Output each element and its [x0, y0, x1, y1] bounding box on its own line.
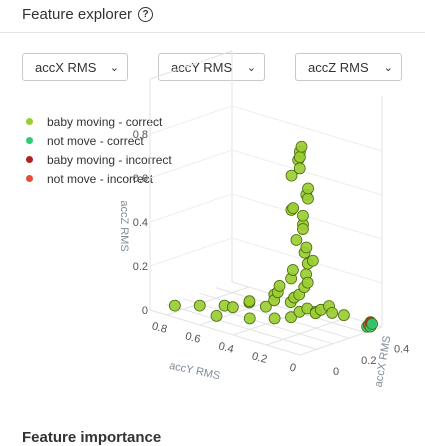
data-point [293, 151, 306, 164]
data-point [302, 192, 314, 205]
z-tick-label: 0.8 [133, 129, 148, 141]
page-title: Feature explorer [22, 6, 133, 23]
legend-item[interactable]: baby moving - incorrect [24, 150, 172, 169]
data-point [293, 162, 306, 175]
z-axis-select-value: accZ RMS [308, 59, 369, 75]
data-point [285, 311, 297, 324]
legend-marker [26, 137, 33, 144]
y-axis-title: accY RMS [168, 360, 221, 383]
y-tick-label: 0.2 [251, 350, 269, 366]
floor-gridline [166, 286, 249, 316]
z-axis-select[interactable]: accZ RMS ⌄ [295, 53, 402, 81]
legend-item[interactable]: not move - correct [24, 131, 172, 150]
question-circle-icon[interactable]: ? [138, 7, 154, 22]
data-point [243, 312, 256, 325]
y-tick-label: 0.4 [217, 340, 235, 356]
data-point [295, 140, 308, 153]
floor-gridline [215, 287, 366, 334]
data-point [259, 300, 272, 313]
data-point [366, 317, 379, 330]
data-point [193, 299, 206, 312]
data-point [287, 264, 299, 276]
z-tick-label: 0 [142, 305, 148, 317]
wall-gridline [149, 149, 383, 196]
legend-label: baby moving - incorrect [47, 152, 172, 167]
y-tick-label: 0 [288, 362, 297, 375]
scatter-3d-plot[interactable]: 00.20.40.60.800.20.400.20.40.60.8 accZ R… [0, 0, 425, 437]
feature-importance-heading: Feature importance [22, 429, 162, 446]
wall-gridline [149, 105, 383, 152]
x-axis-select[interactable]: accX RMS ⌄ [22, 53, 128, 81]
data-point [285, 169, 298, 182]
x-tick-label: 0.4 [394, 344, 409, 356]
x-tick-label: 0.2 [361, 355, 376, 367]
chevron-down-icon: ⌄ [109, 61, 119, 74]
data-point [287, 202, 300, 215]
data-point [168, 299, 181, 312]
wall-edge [149, 50, 233, 80]
legend-label: not move - correct [47, 133, 144, 148]
z-tick-label: 0.4 [133, 217, 148, 229]
data-point [301, 276, 314, 289]
x-tick-label: 0 [333, 366, 339, 378]
floor-gridline [149, 309, 301, 356]
legend-marker [26, 156, 33, 163]
data-point [297, 209, 309, 222]
data-point [337, 309, 350, 322]
legend-label: not move - incorrect [47, 171, 154, 186]
data-point [268, 312, 281, 325]
y-tick-label: 0.8 [151, 320, 169, 336]
y-axis-select-value: accY RMS [171, 59, 233, 75]
wall-gridline [149, 237, 383, 284]
z-tick-label: 0.6 [133, 173, 148, 185]
legend-marker [26, 175, 33, 182]
wall-gridline [149, 193, 383, 240]
y-tick-label: 0.6 [184, 330, 202, 346]
divider [0, 32, 425, 33]
floor-gridline [182, 298, 333, 345]
x-axis-select-value: accX RMS [35, 59, 97, 75]
floor-gridline [166, 303, 317, 350]
z-tick-label: 0.2 [133, 261, 148, 273]
data-point [302, 182, 314, 195]
chart-legend: baby moving - correct not move - correct… [24, 112, 172, 188]
feature-explorer-header: Feature explorer ? [22, 6, 154, 23]
data-point [226, 301, 239, 314]
data-point [243, 295, 256, 308]
legend-item[interactable]: not move - incorrect [24, 169, 172, 188]
data-point [300, 241, 313, 254]
z-axis-title: accZ RMS [118, 200, 130, 251]
data-point [326, 306, 339, 319]
floor-gridline [266, 316, 349, 346]
data-point [210, 309, 223, 322]
chevron-down-icon: ⌄ [383, 61, 393, 74]
data-point [297, 223, 309, 235]
data-point [306, 254, 319, 267]
legend-item[interactable]: baby moving - correct [24, 112, 172, 131]
legend-marker [26, 118, 33, 125]
data-point [290, 234, 303, 246]
legend-label: baby moving - correct [47, 114, 163, 129]
chevron-down-icon: ⌄ [246, 61, 256, 74]
data-point [273, 280, 286, 292]
